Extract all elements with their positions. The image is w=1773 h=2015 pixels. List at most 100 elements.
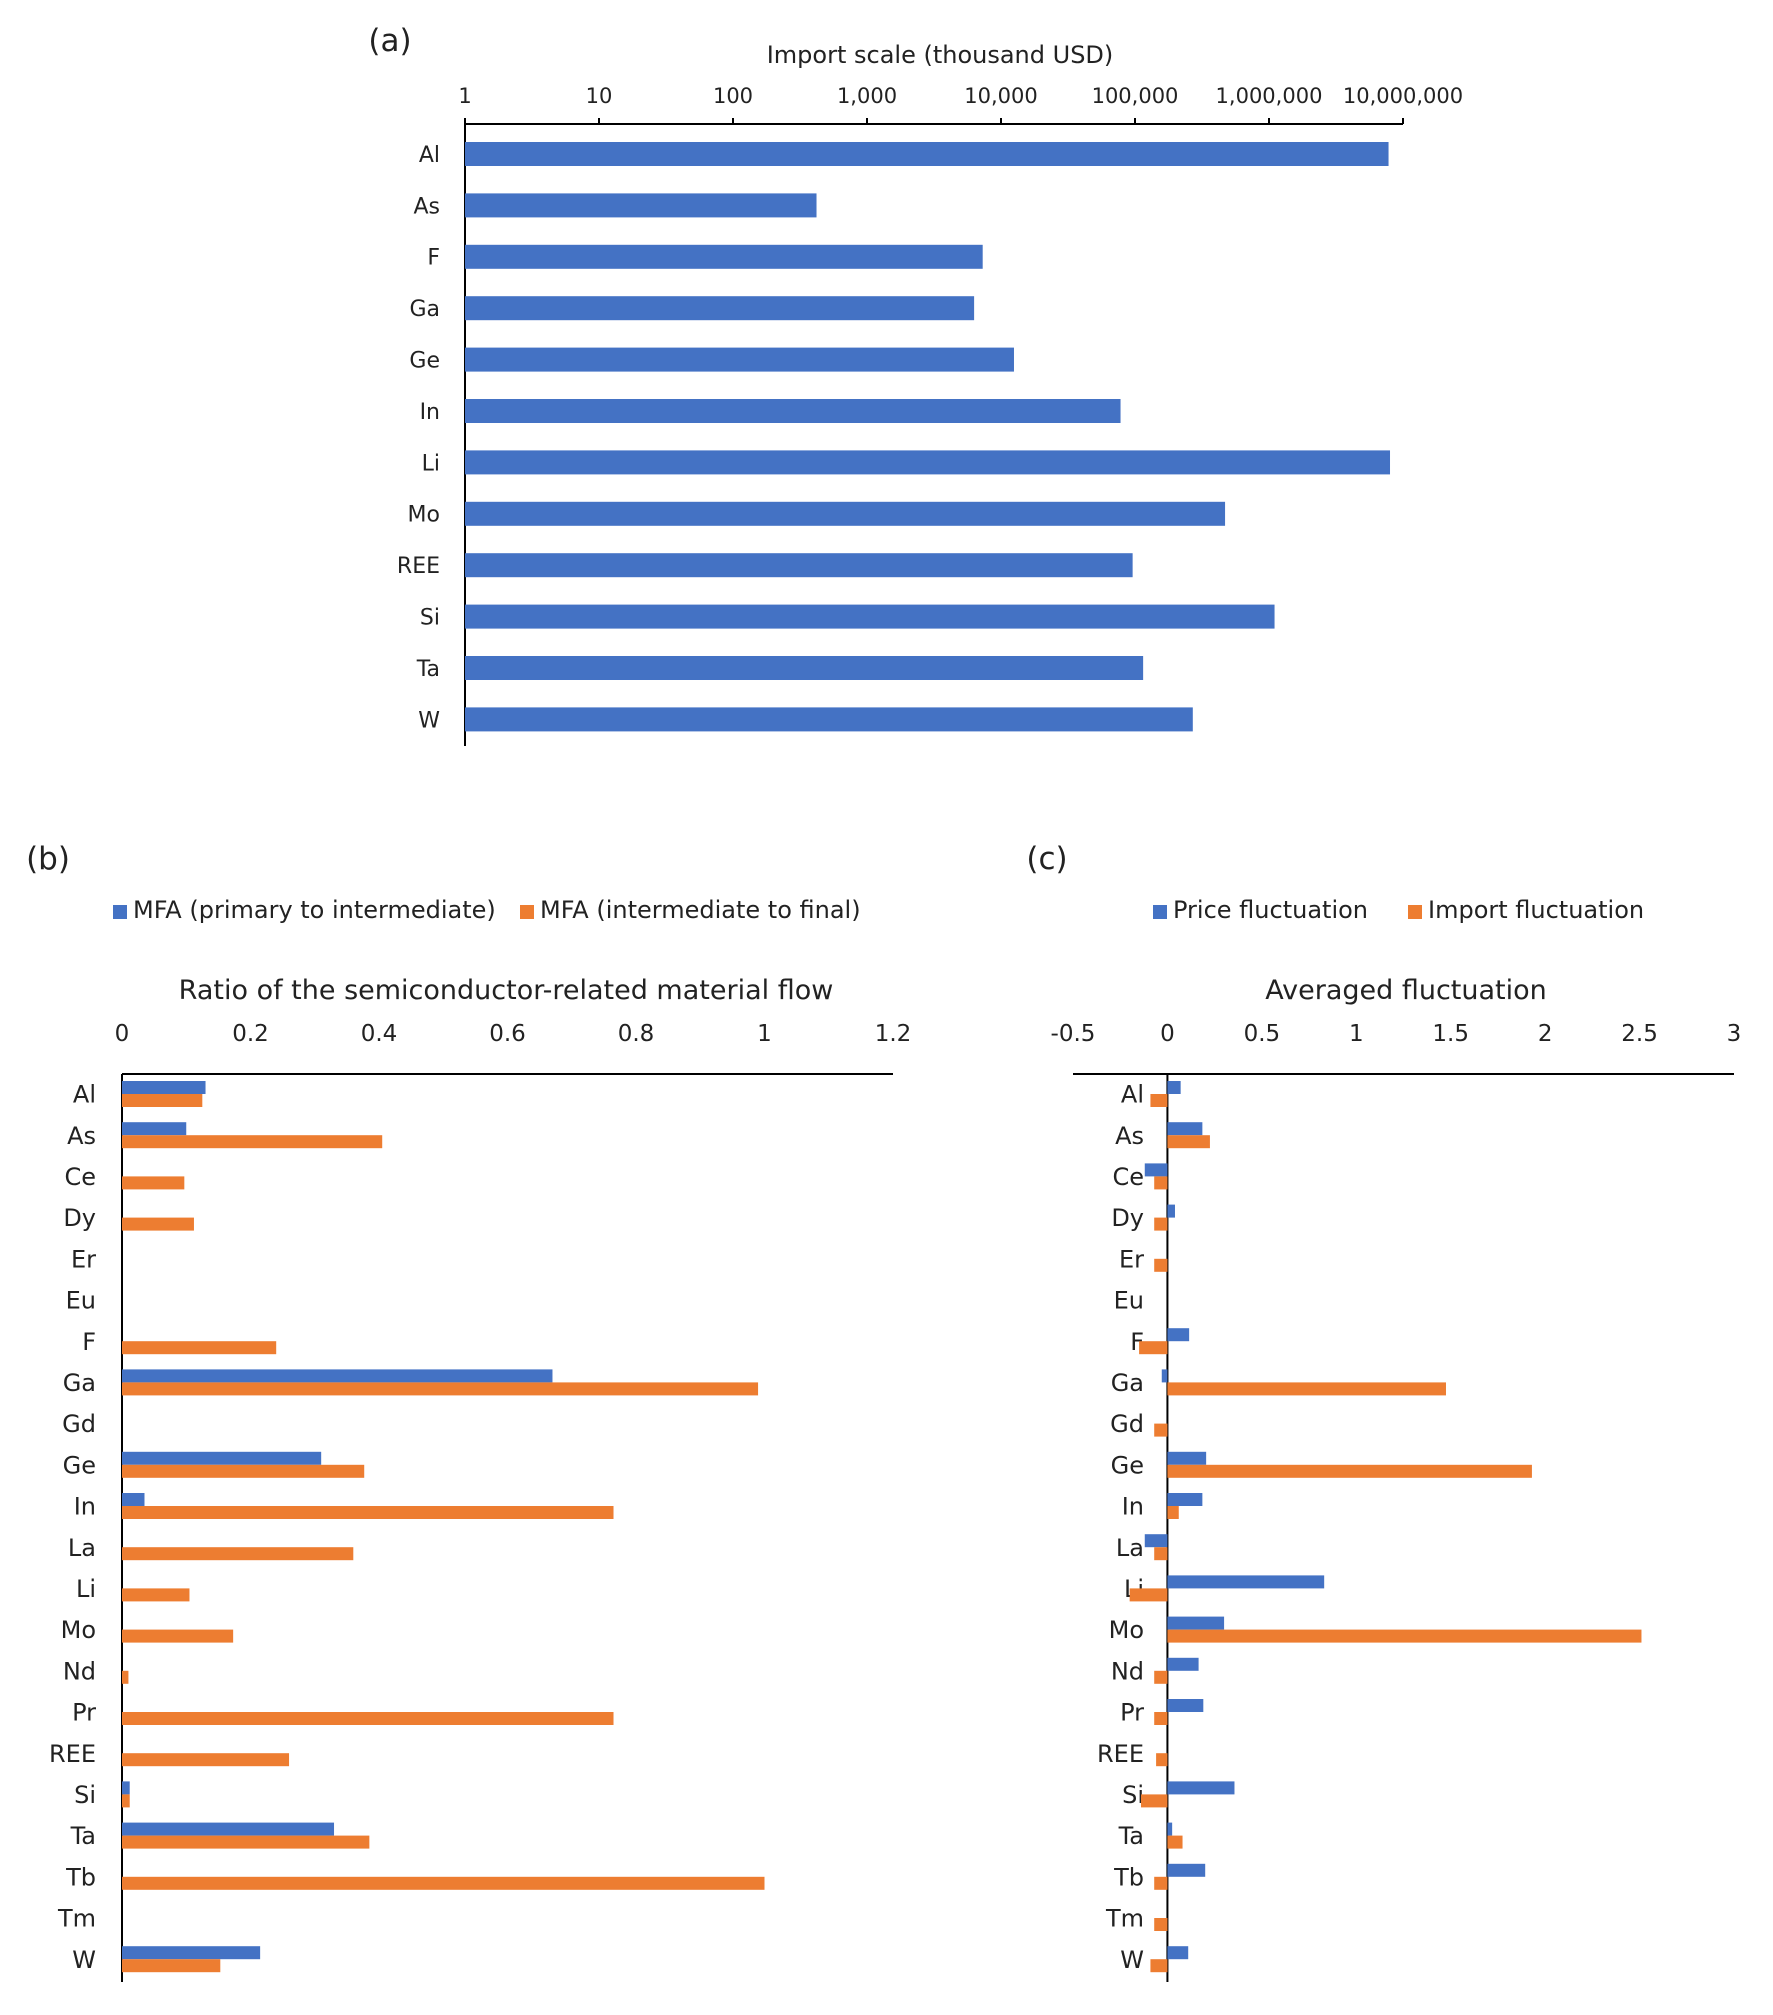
category-label-b-f: F xyxy=(82,1328,96,1356)
category-label-b-as: As xyxy=(67,1122,96,1150)
category-label-c-al: Al xyxy=(1121,1081,1144,1109)
x-tick-label-c-0: 0 xyxy=(1160,1021,1175,1047)
category-label-b-tm: Tm xyxy=(57,1905,96,1933)
x-tick-label-b-0: 0 xyxy=(115,1021,130,1047)
bar-c-price-fluctuation-tb xyxy=(1167,1863,1206,1877)
legend-swatch-mfa-intermediate-to-final xyxy=(520,905,534,919)
bar-b-mfa-intermediate-to-final-ge xyxy=(122,1464,365,1478)
bar-b-mfa-intermediate-to-final-ga xyxy=(122,1382,759,1396)
x-tick-label-c-0-5: -0.5 xyxy=(1051,1021,1096,1047)
bar-a-import-scale-in xyxy=(465,399,1121,423)
category-label-a-ree: REE xyxy=(397,554,440,579)
category-label-b-la: La xyxy=(68,1534,96,1562)
bar-b-mfa-intermediate-to-final-dy xyxy=(122,1217,194,1231)
bar-c-price-fluctuation-ce xyxy=(1144,1163,1168,1177)
category-label-b-ge: Ge xyxy=(63,1451,96,1479)
legend-swatch-import-fluctuation xyxy=(1408,905,1422,919)
bar-b-mfa-primary-to-intermediate-ge xyxy=(122,1451,322,1465)
category-label-b-pr: Pr xyxy=(72,1699,96,1727)
bar-b-mfa-intermediate-to-final-w xyxy=(122,1959,221,1973)
x-tick-label-a-1: 1 xyxy=(458,84,471,108)
category-label-b-eu: Eu xyxy=(66,1287,96,1315)
bar-c-price-fluctuation-ge xyxy=(1167,1451,1207,1465)
bar-c-import-fluctuation-w xyxy=(1150,1959,1168,1973)
bar-c-import-fluctuation-gd xyxy=(1154,1423,1168,1437)
bar-c-import-fluctuation-si xyxy=(1140,1794,1168,1808)
bar-c-price-fluctuation-si xyxy=(1167,1781,1235,1795)
category-label-b-w: W xyxy=(72,1946,96,1974)
x-tick-label-a-1-000-000: 1,000,000 xyxy=(1216,84,1323,108)
category-label-b-dy: Dy xyxy=(63,1204,96,1232)
bar-b-mfa-intermediate-to-final-li xyxy=(122,1588,190,1602)
category-label-b-tb: Tb xyxy=(65,1863,96,1891)
bar-c-price-fluctuation-f xyxy=(1167,1328,1190,1342)
bar-c-import-fluctuation-pr xyxy=(1154,1712,1168,1725)
x-tick-label-b-0-4: 0.4 xyxy=(361,1021,398,1047)
bar-b-mfa-intermediate-to-final-nd xyxy=(122,1670,129,1684)
category-label-a-in: In xyxy=(420,400,440,425)
category-label-a-mo: Mo xyxy=(408,503,440,528)
bar-c-price-fluctuation-ga xyxy=(1161,1369,1168,1383)
category-label-c-nd: Nd xyxy=(1111,1657,1144,1685)
category-label-c-tb: Tb xyxy=(1113,1863,1144,1891)
bar-c-price-fluctuation-al xyxy=(1167,1081,1181,1094)
bar-b-mfa-primary-to-intermediate-ga xyxy=(122,1369,553,1383)
category-label-a-ta: Ta xyxy=(416,657,440,682)
bar-b-mfa-intermediate-to-final-tb xyxy=(122,1876,765,1890)
bar-c-import-fluctuation-tb xyxy=(1154,1876,1168,1890)
bar-b-mfa-intermediate-to-final-as xyxy=(122,1135,383,1149)
x-tick-label-c-0-5: 0.5 xyxy=(1244,1021,1281,1047)
category-label-a-f: F xyxy=(427,246,440,271)
bar-b-mfa-primary-to-intermediate-si xyxy=(122,1781,130,1795)
x-tick-label-b-1: 1 xyxy=(757,1021,772,1047)
panel-label-a: (a) xyxy=(368,23,411,59)
chart-title-a: Import scale (thousand USD) xyxy=(767,41,1114,69)
category-label-a-as: As xyxy=(413,194,440,219)
bar-c-import-fluctuation-f xyxy=(1139,1341,1168,1355)
category-label-c-ge: Ge xyxy=(1111,1451,1144,1479)
x-tick-label-b-0-8: 0.8 xyxy=(618,1021,655,1047)
x-tick-label-c-3: 3 xyxy=(1727,1021,1742,1047)
bar-b-mfa-primary-to-intermediate-in xyxy=(122,1493,145,1506)
bar-c-import-fluctuation-ga xyxy=(1167,1382,1446,1396)
category-label-b-nd: Nd xyxy=(63,1657,96,1685)
bar-a-import-scale-as xyxy=(465,193,817,218)
bar-c-price-fluctuation-ta xyxy=(1167,1822,1173,1836)
category-label-b-ree: REE xyxy=(49,1740,96,1768)
bar-b-mfa-primary-to-intermediate-as xyxy=(122,1122,187,1136)
x-tick-label-a-100-000: 100,000 xyxy=(1092,84,1179,108)
bar-c-import-fluctuation-tm xyxy=(1154,1918,1168,1931)
bar-c-import-fluctuation-ta xyxy=(1167,1835,1183,1849)
x-tick-label-c-2: 2 xyxy=(1538,1021,1553,1047)
bar-b-mfa-primary-to-intermediate-w xyxy=(122,1946,261,1960)
bar-a-import-scale-li xyxy=(465,450,1391,475)
category-label-c-dy: Dy xyxy=(1111,1204,1144,1232)
bar-c-import-fluctuation-ge xyxy=(1167,1464,1532,1478)
bar-c-price-fluctuation-pr xyxy=(1167,1699,1204,1712)
bar-c-import-fluctuation-li xyxy=(1129,1588,1168,1602)
bar-c-price-fluctuation-w xyxy=(1167,1946,1189,1960)
legend-label-mfa-primary-to-intermediate: MFA (primary to intermediate) xyxy=(133,896,496,924)
category-label-a-si: Si xyxy=(420,606,440,631)
x-tick-label-b-0-2: 0.2 xyxy=(232,1021,269,1047)
bar-c-price-fluctuation-la xyxy=(1144,1534,1168,1548)
bar-b-mfa-intermediate-to-final-al xyxy=(122,1094,203,1107)
category-label-c-er: Er xyxy=(1119,1245,1144,1273)
category-label-c-in: In xyxy=(1122,1493,1144,1521)
category-label-c-pr: Pr xyxy=(1120,1699,1144,1727)
bar-c-import-fluctuation-as xyxy=(1167,1135,1210,1149)
legend-label-price-fluctuation: Price fluctuation xyxy=(1173,896,1368,924)
bar-c-import-fluctuation-ree xyxy=(1156,1753,1168,1767)
category-label-c-si: Si xyxy=(1122,1781,1144,1809)
bar-c-price-fluctuation-li xyxy=(1167,1575,1325,1589)
legend-label-import-fluctuation: Import fluctuation xyxy=(1428,896,1644,924)
bar-b-mfa-intermediate-to-final-pr xyxy=(122,1712,614,1725)
category-label-c-gd: Gd xyxy=(1110,1410,1144,1438)
category-label-c-la: La xyxy=(1116,1534,1144,1562)
x-tick-label-b-1-2: 1.2 xyxy=(875,1021,912,1047)
category-label-b-al: Al xyxy=(73,1081,96,1109)
category-label-c-mo: Mo xyxy=(1109,1616,1144,1644)
bar-b-mfa-primary-to-intermediate-ta xyxy=(122,1822,335,1836)
category-label-b-si: Si xyxy=(74,1781,96,1809)
